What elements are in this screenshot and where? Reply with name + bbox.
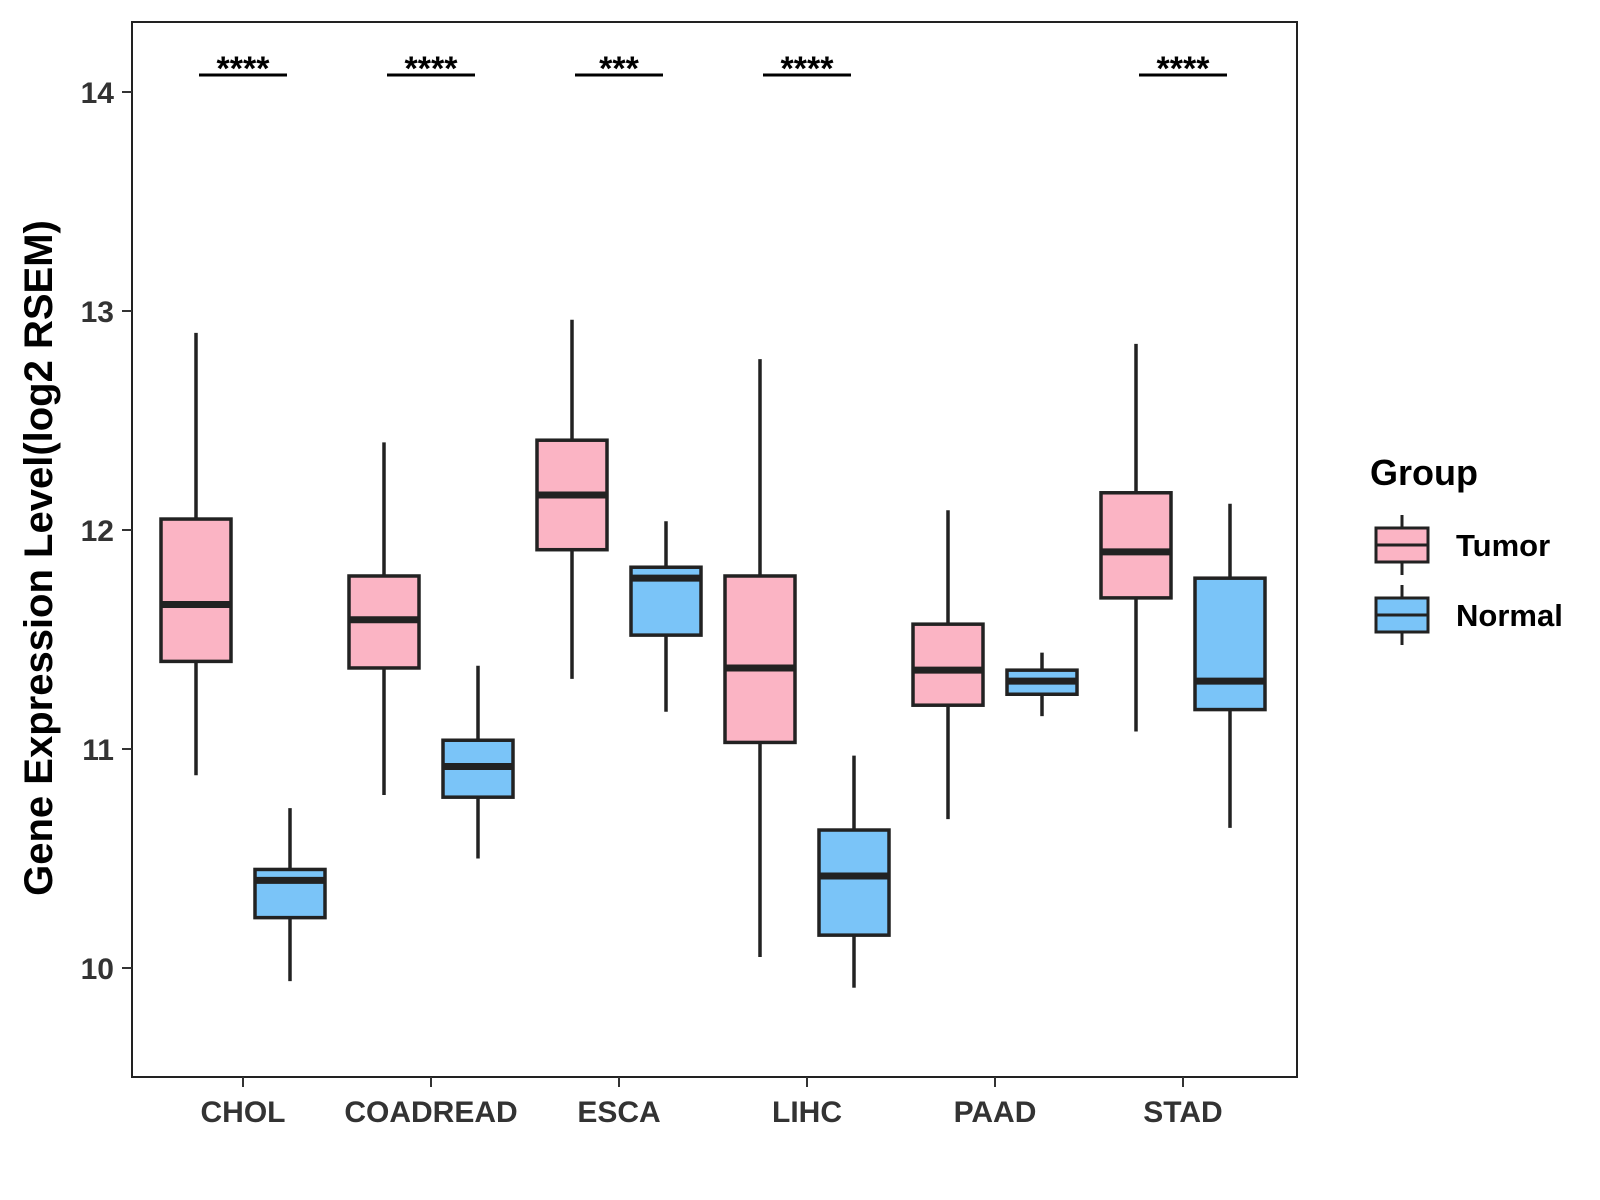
significance-label-esca: *** — [599, 50, 639, 88]
legend-label-tumor: Tumor — [1456, 528, 1550, 563]
significance-label-chol: **** — [217, 50, 271, 88]
significance-label-coadread: **** — [405, 50, 459, 88]
x-tick-label: PAAD — [954, 1096, 1037, 1129]
x-tick-label: COADREAD — [344, 1096, 517, 1129]
box-stad-normal — [1193, 576, 1267, 712]
box-chol-normal — [253, 867, 327, 920]
legend-label-normal: Normal — [1456, 598, 1563, 633]
y-tick-label: 13 — [81, 296, 114, 329]
y-tick-label: 11 — [82, 734, 114, 767]
box-chol-tumor — [159, 517, 233, 664]
significance-label-stad: **** — [1157, 50, 1211, 88]
box-lihc-tumor — [723, 574, 797, 745]
y-tick-label: 10 — [81, 953, 114, 986]
significance-label-lihc: **** — [781, 50, 835, 88]
x-tick-label: ESCA — [577, 1096, 660, 1129]
box-paad-tumor — [911, 622, 985, 707]
x-tick-label: LIHC — [772, 1096, 842, 1129]
y-tick-label: 12 — [81, 515, 114, 548]
legend-title: Group — [1370, 452, 1478, 493]
y-axis-title: Gene Expression Level(log2 RSEM) — [17, 220, 61, 896]
x-tick-label: STAD — [1143, 1096, 1222, 1129]
plot-panel-border — [131, 21, 1298, 1078]
x-tick-label: CHOL — [201, 1096, 286, 1129]
chart-marks: 10 11 12 13 14 CHOL COADREAD ESCA LIHC PAAD STAD **… — [81, 21, 1563, 1129]
box-stad-tumor — [1099, 491, 1173, 600]
box-lihc-normal — [817, 828, 891, 937]
y-tick-label: 14 — [81, 77, 115, 110]
